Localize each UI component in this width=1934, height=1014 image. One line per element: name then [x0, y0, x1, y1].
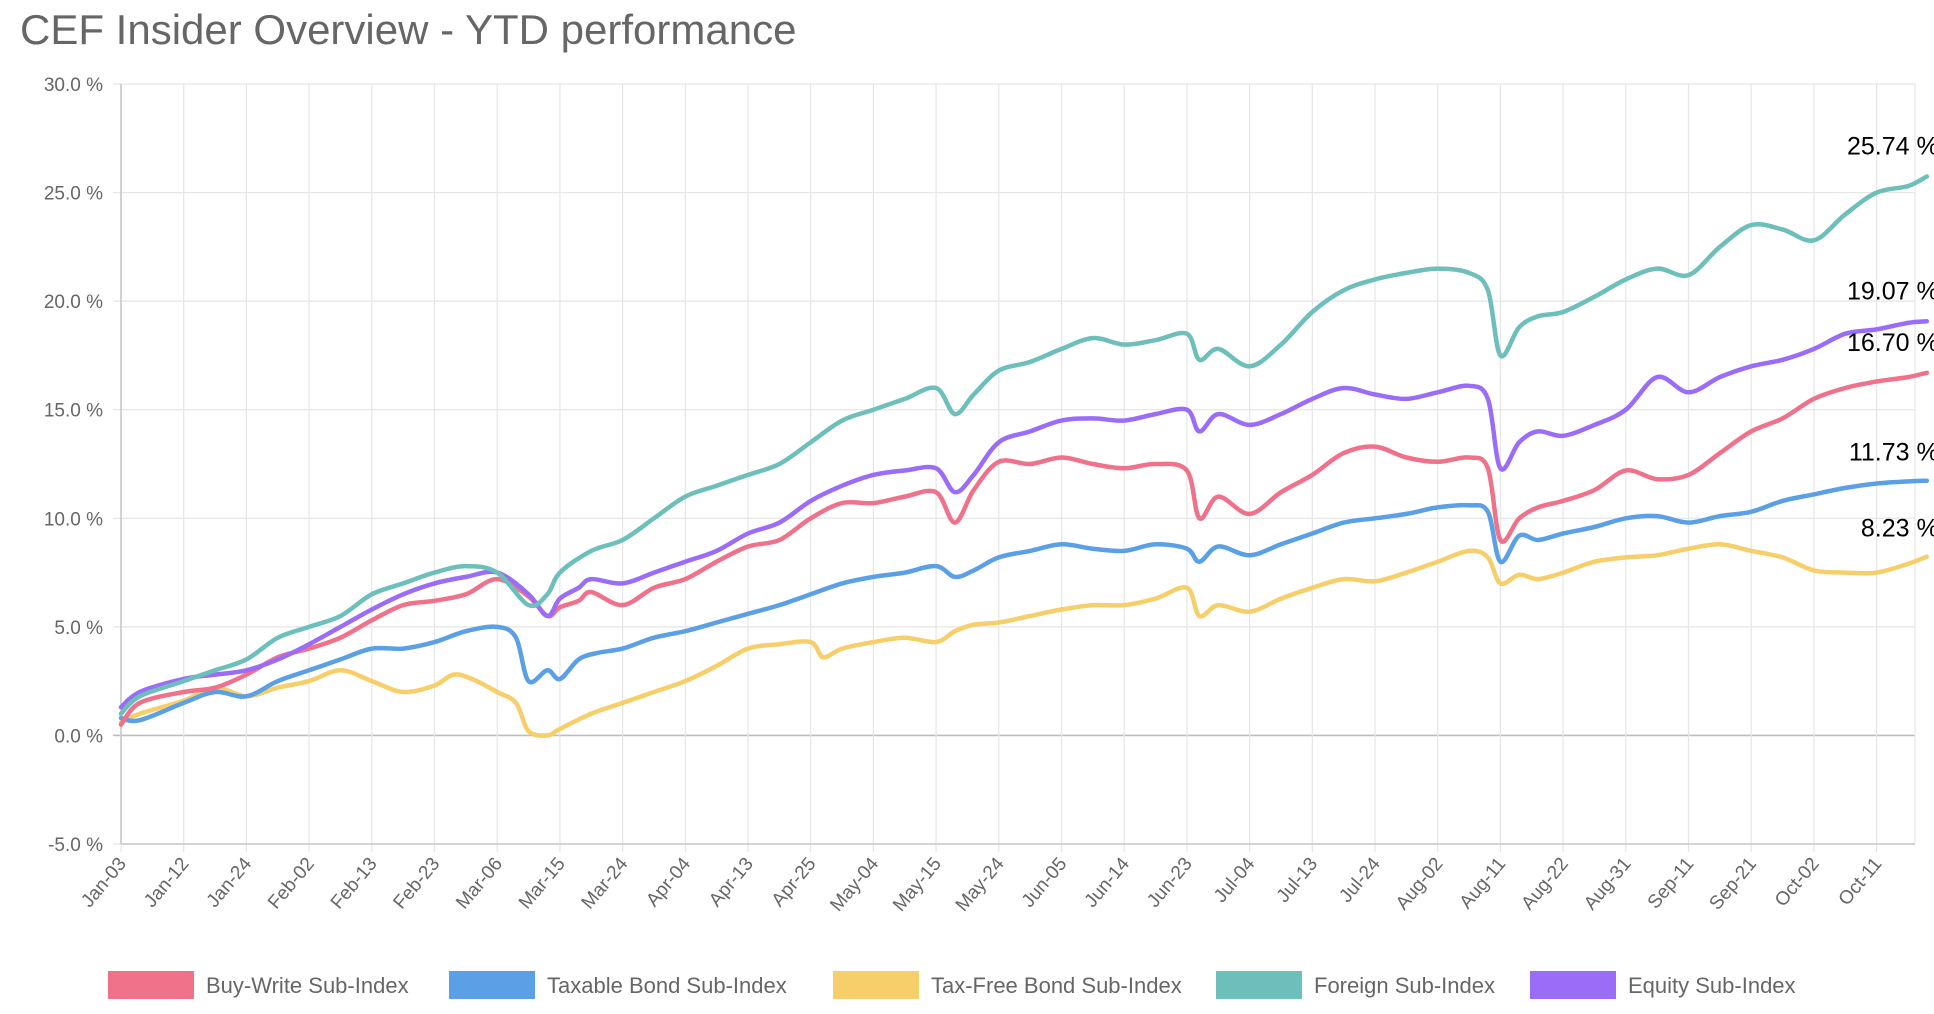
x-tick-label: May-24: [952, 853, 1009, 915]
x-tick-label: Apr-13: [705, 854, 758, 911]
end-value-label: 16.70 %: [1847, 329, 1934, 357]
x-tick-label: Oct-02: [1771, 854, 1824, 911]
legend-label: Equity Sub-Index: [1628, 973, 1796, 998]
y-tick-label: 20.0 %: [44, 292, 103, 313]
y-tick-label: -5.0 %: [48, 835, 103, 856]
x-tick-label: ...: [1923, 854, 1934, 880]
legend-swatch: [108, 971, 194, 999]
end-value-label: 25.74 %: [1847, 133, 1934, 161]
x-tick-label: Mar-24: [578, 853, 633, 913]
y-tick-label: 10.0 %: [44, 509, 103, 530]
x-tick-label: Feb-02: [264, 854, 319, 914]
x-tick-label: Oct-11: [1835, 854, 1887, 910]
x-tick-label: Jan-24: [203, 853, 257, 911]
legend-label: Taxable Bond Sub-Index: [547, 973, 787, 998]
x-tick-label: Sep-11: [1644, 854, 1699, 913]
x-tick-label: Aug-02: [1392, 854, 1447, 914]
series-line: [118, 174, 1930, 716]
series-line: [118, 542, 1930, 738]
x-tick-label: May-04: [826, 853, 883, 915]
y-tick-label: 5.0 %: [54, 618, 103, 639]
x-tick-label: Jun-14: [1081, 853, 1135, 911]
chart-title: CEF Insider Overview - YTD performance: [20, 6, 796, 53]
legend-swatch: [1216, 971, 1302, 999]
x-tick-label: Jun-23: [1143, 854, 1196, 912]
x-tick-label: Sep-21: [1706, 854, 1761, 914]
legend-label: Buy-Write Sub-Index: [206, 973, 409, 998]
legend-swatch: [449, 971, 535, 999]
legend-label: Tax-Free Bond Sub-Index: [931, 973, 1182, 998]
x-tick-label: Jul-04: [1210, 853, 1260, 906]
grid: [113, 83, 1916, 852]
legend: Buy-Write Sub-Index Taxable Bond Sub-Inde…: [108, 971, 1796, 999]
x-tick-label: May-15: [889, 854, 946, 916]
x-tick-label: Jun-05: [1018, 854, 1071, 912]
end-labels: 16.70 % 11.73 % 8.23 % 25.74 % 19.07 %: [1847, 133, 1934, 543]
legend-swatch: [1530, 971, 1616, 999]
series-line: [118, 319, 1930, 710]
y-axis-ticks: 30.0 % 25.0 % 20.0 % 15.0 % 10.0 % 5.0 % 0.0 %…: [44, 75, 103, 856]
x-tick-label: Mar-06: [452, 854, 507, 914]
end-value-label: 11.73 %: [1849, 439, 1934, 467]
end-value-label: 19.07 %: [1847, 277, 1934, 305]
x-tick-label: Apr-25: [768, 854, 821, 911]
y-tick-label: 25.0 %: [44, 184, 103, 205]
x-tick-label: Jan-12: [140, 854, 193, 912]
y-tick-label: 0.0 %: [54, 726, 103, 747]
series-line: [118, 370, 1930, 727]
x-tick-label: Mar-15: [515, 854, 570, 914]
x-tick-label: Feb-13: [327, 854, 382, 914]
y-tick-label: 30.0 %: [44, 75, 103, 96]
x-tick-label: Jul-24: [1335, 853, 1385, 906]
legend-label: Foreign Sub-Index: [1314, 973, 1495, 998]
x-tick-label: Jul-13: [1273, 854, 1322, 907]
legend-swatch: [833, 971, 919, 999]
x-tick-label: Apr-04: [642, 853, 695, 911]
x-tick-label: Aug-31: [1580, 854, 1635, 914]
x-tick-label: Jan-03: [77, 854, 130, 912]
x-axis-ticks: Jan-03 Jan-12 Jan-24 Feb-02 Feb-13 Feb-23 Mar-…: [77, 853, 1934, 915]
series-line: [118, 478, 1930, 724]
end-value-label: 8.23 %: [1861, 515, 1934, 543]
x-tick-label: Aug-11: [1456, 854, 1511, 913]
x-tick-label: Feb-23: [390, 854, 445, 914]
series-lines: [118, 174, 1930, 738]
x-tick-label: Aug-22: [1517, 854, 1572, 914]
y-tick-label: 15.0 %: [44, 401, 103, 422]
